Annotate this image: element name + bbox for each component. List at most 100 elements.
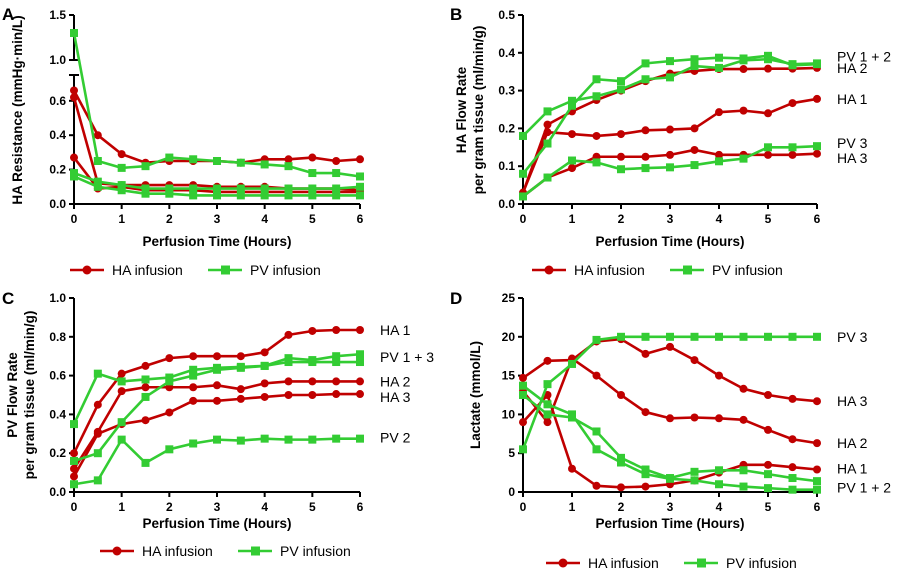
data-point [117, 377, 126, 386]
data-point [260, 434, 269, 443]
data-point [666, 332, 674, 341]
x-tick-label: 4 [261, 212, 268, 226]
data-point [715, 53, 723, 62]
data-point [666, 342, 674, 351]
y-tick-label: 0.6 [49, 94, 66, 108]
data-point [308, 169, 317, 178]
legend-pv-label: PV infusion [712, 262, 783, 278]
data-point [117, 435, 126, 444]
panel-letter-c: C [2, 289, 14, 308]
y-tick-label: 0.0 [49, 197, 66, 211]
data-point [117, 181, 126, 190]
y-tick-label: 0.1 [498, 159, 515, 173]
data-point [592, 131, 601, 140]
data-point [592, 92, 601, 101]
data-point [308, 191, 317, 200]
data-point [189, 371, 198, 380]
data-point [617, 391, 625, 399]
data-point [519, 192, 527, 201]
data-point [236, 184, 245, 193]
series-annotation: HA 1 [837, 91, 868, 107]
data-point [308, 377, 317, 386]
series-annotation: HA 2 [837, 435, 868, 451]
y-tick-label: 0.2 [49, 163, 66, 177]
data-point [543, 139, 552, 148]
legend-ha-marker [544, 265, 554, 275]
data-point [356, 172, 364, 181]
x-tick-label: 3 [214, 212, 221, 226]
data-point [617, 332, 625, 341]
data-point [141, 184, 150, 193]
data-point [764, 51, 772, 60]
data-point [641, 482, 650, 491]
x-axis-label: Perfusion Time (Hours) [142, 516, 291, 531]
data-point [284, 162, 293, 171]
legend: HA infusion PV infusion [546, 555, 797, 571]
data-point [519, 169, 527, 178]
legend-pv-label: PV infusion [250, 262, 321, 278]
y-axis-label-line: HA Flow Rate [454, 66, 469, 153]
x-tick-label: 6 [814, 212, 821, 226]
data-point [332, 358, 341, 367]
panel-d: D 0 1 2 3 4 5 6 0 5 10 15 20 25 Perfusion Time (Hours)… [450, 289, 891, 571]
data-point [568, 96, 576, 105]
data-point [764, 150, 772, 159]
y-tick-label: 0.2 [498, 121, 515, 135]
x-tick-label: 0 [71, 212, 78, 226]
data-point [260, 348, 269, 357]
data-point [284, 330, 293, 339]
legend-ha-label: HA infusion [112, 262, 183, 278]
y-tick-label: 1.0 [49, 53, 66, 67]
data-point [715, 108, 723, 117]
panel-letter-a: A [2, 5, 14, 24]
series-pv-3 [519, 142, 821, 201]
x-tick-label: 1 [569, 500, 576, 514]
data-point [70, 449, 78, 458]
data-point [617, 458, 625, 467]
x-tick-label: 0 [520, 500, 527, 514]
data-point [813, 332, 821, 341]
data-point [332, 191, 341, 200]
data-point [165, 377, 174, 386]
data-point [739, 482, 748, 491]
series-annotation: PV 1 + 2 [837, 479, 891, 495]
data-point [213, 352, 221, 361]
series-annotation: PV 1 + 2 [837, 49, 891, 65]
data-point [332, 377, 341, 386]
data-point [70, 420, 78, 429]
data-point [141, 162, 150, 171]
y-axis-label: HA Flow Rate per gram tissue (ml/min/g) [454, 26, 486, 195]
y-axis-label-line: per gram tissue (ml/min/g) [471, 26, 486, 195]
data-point [813, 149, 821, 158]
data-point [93, 131, 102, 140]
legend-pv-marker [683, 265, 692, 275]
data-point [356, 358, 364, 367]
legend-ha-marker [112, 546, 122, 556]
data-point [568, 130, 576, 139]
data-point [213, 396, 221, 405]
data-point [739, 65, 748, 74]
data-point [70, 480, 78, 489]
data-point [117, 163, 126, 172]
data-point [189, 155, 198, 164]
y-tick-label: 0.6 [49, 369, 66, 383]
y-tick-label: 0.4 [498, 46, 515, 60]
data-point [764, 143, 772, 152]
data-point [690, 467, 699, 476]
data-point [117, 150, 126, 159]
data-point [739, 332, 748, 341]
data-point [284, 191, 293, 200]
data-point [93, 449, 102, 458]
legend-ha-marker [82, 265, 92, 275]
data-point [356, 191, 364, 200]
data-point [213, 184, 221, 193]
data-point [543, 120, 552, 129]
y-axis-label: HA Resistance (mmHg·min/L) [10, 15, 25, 204]
data-point [260, 379, 269, 388]
data-point [165, 153, 174, 162]
data-point [739, 466, 748, 475]
data-point [284, 184, 293, 193]
data-point [189, 352, 198, 361]
data-point [666, 73, 674, 82]
data-point [213, 365, 221, 374]
